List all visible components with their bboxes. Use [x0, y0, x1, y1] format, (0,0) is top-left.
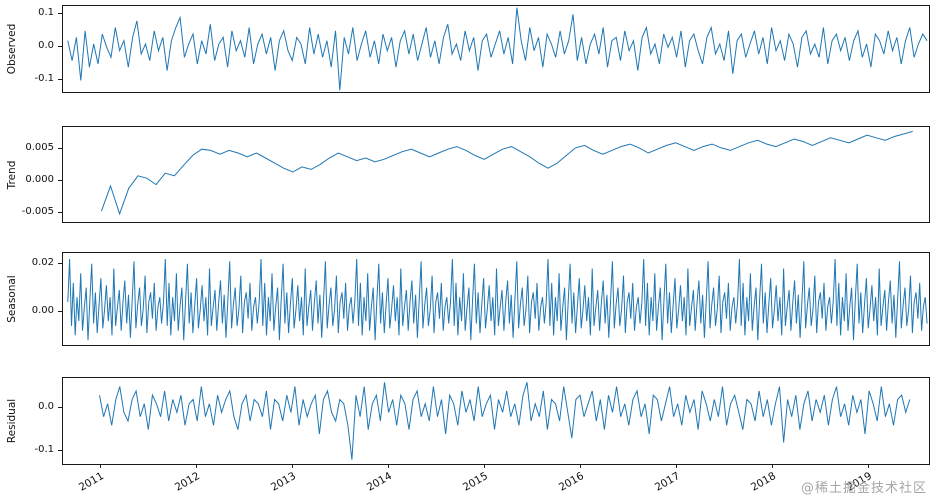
x-tick-mark [772, 464, 774, 468]
x-tick-mark [868, 464, 870, 468]
x-tick-label: 2018 [749, 470, 779, 494]
y-tick-label: 0.0 [38, 40, 54, 52]
x-tick-mark [388, 464, 390, 468]
x-tick-label: 2014 [365, 470, 395, 494]
observed-plot-area [62, 5, 930, 93]
seasonal-plot-area [62, 252, 930, 346]
y-tick-label: 0.0 [38, 401, 54, 413]
x-tick-mark [580, 464, 582, 468]
trend-line-chart [100, 130, 913, 216]
y-tick-label: 0.02 [31, 256, 54, 268]
x-tick-mark [292, 464, 294, 468]
y-tick-label: 0.00 [31, 304, 54, 316]
y-tick-label: -0.1 [34, 444, 54, 456]
residual-line [99, 382, 911, 460]
residual-line-chart [99, 382, 911, 460]
y-tick-mark [58, 310, 62, 312]
x-tick-label: 2015 [461, 470, 491, 494]
y-tick-mark [58, 262, 62, 264]
x-tick-mark [484, 464, 486, 468]
y-tick-mark [58, 407, 62, 409]
x-tick-label: 2013 [269, 470, 299, 494]
y-tick-label: -0.1 [34, 73, 54, 85]
trend-plot-area [62, 126, 930, 223]
x-tick-mark [676, 464, 678, 468]
y-tick-mark [58, 13, 62, 15]
x-tick-label: 2016 [557, 470, 587, 494]
y-tick-label: -0.005 [21, 205, 54, 217]
x-tick-label: 2011 [77, 470, 107, 494]
trend-panel: Trend 0.005 0.000 -0.005 [0, 126, 933, 223]
observed-line [67, 7, 928, 91]
y-tick-mark [58, 79, 62, 81]
y-tick-mark [58, 148, 62, 150]
y-tick-label: 0.1 [38, 7, 54, 19]
observed-line-chart [67, 7, 928, 91]
seasonal-line-chart [67, 258, 928, 341]
seasonal-panel: Seasonal 0.02 0.00 [0, 252, 933, 346]
x-tick-mark [100, 464, 102, 468]
residual-panel: Residual 0.0 -0.1 2011 2012 2013 2014 2015 2016… [0, 377, 933, 494]
y-tick-mark [58, 211, 62, 213]
residual-plot-area [62, 377, 930, 465]
watermark-text: @稀土掘金技术社区 [800, 481, 927, 496]
x-tick-mark [196, 464, 198, 468]
y-tick-mark [58, 450, 62, 452]
x-tick-label: 2012 [173, 470, 203, 494]
y-tick-label: 0.000 [25, 173, 54, 185]
trend-line [100, 130, 913, 216]
y-tick-label: 0.005 [25, 142, 54, 154]
y-tick-mark [58, 179, 62, 181]
x-tick-label: 2017 [653, 470, 683, 494]
observed-panel: Observed 0.1 0.0 -0.1 [0, 5, 933, 93]
y-tick-mark [58, 46, 62, 48]
seasonal-line [67, 258, 928, 341]
